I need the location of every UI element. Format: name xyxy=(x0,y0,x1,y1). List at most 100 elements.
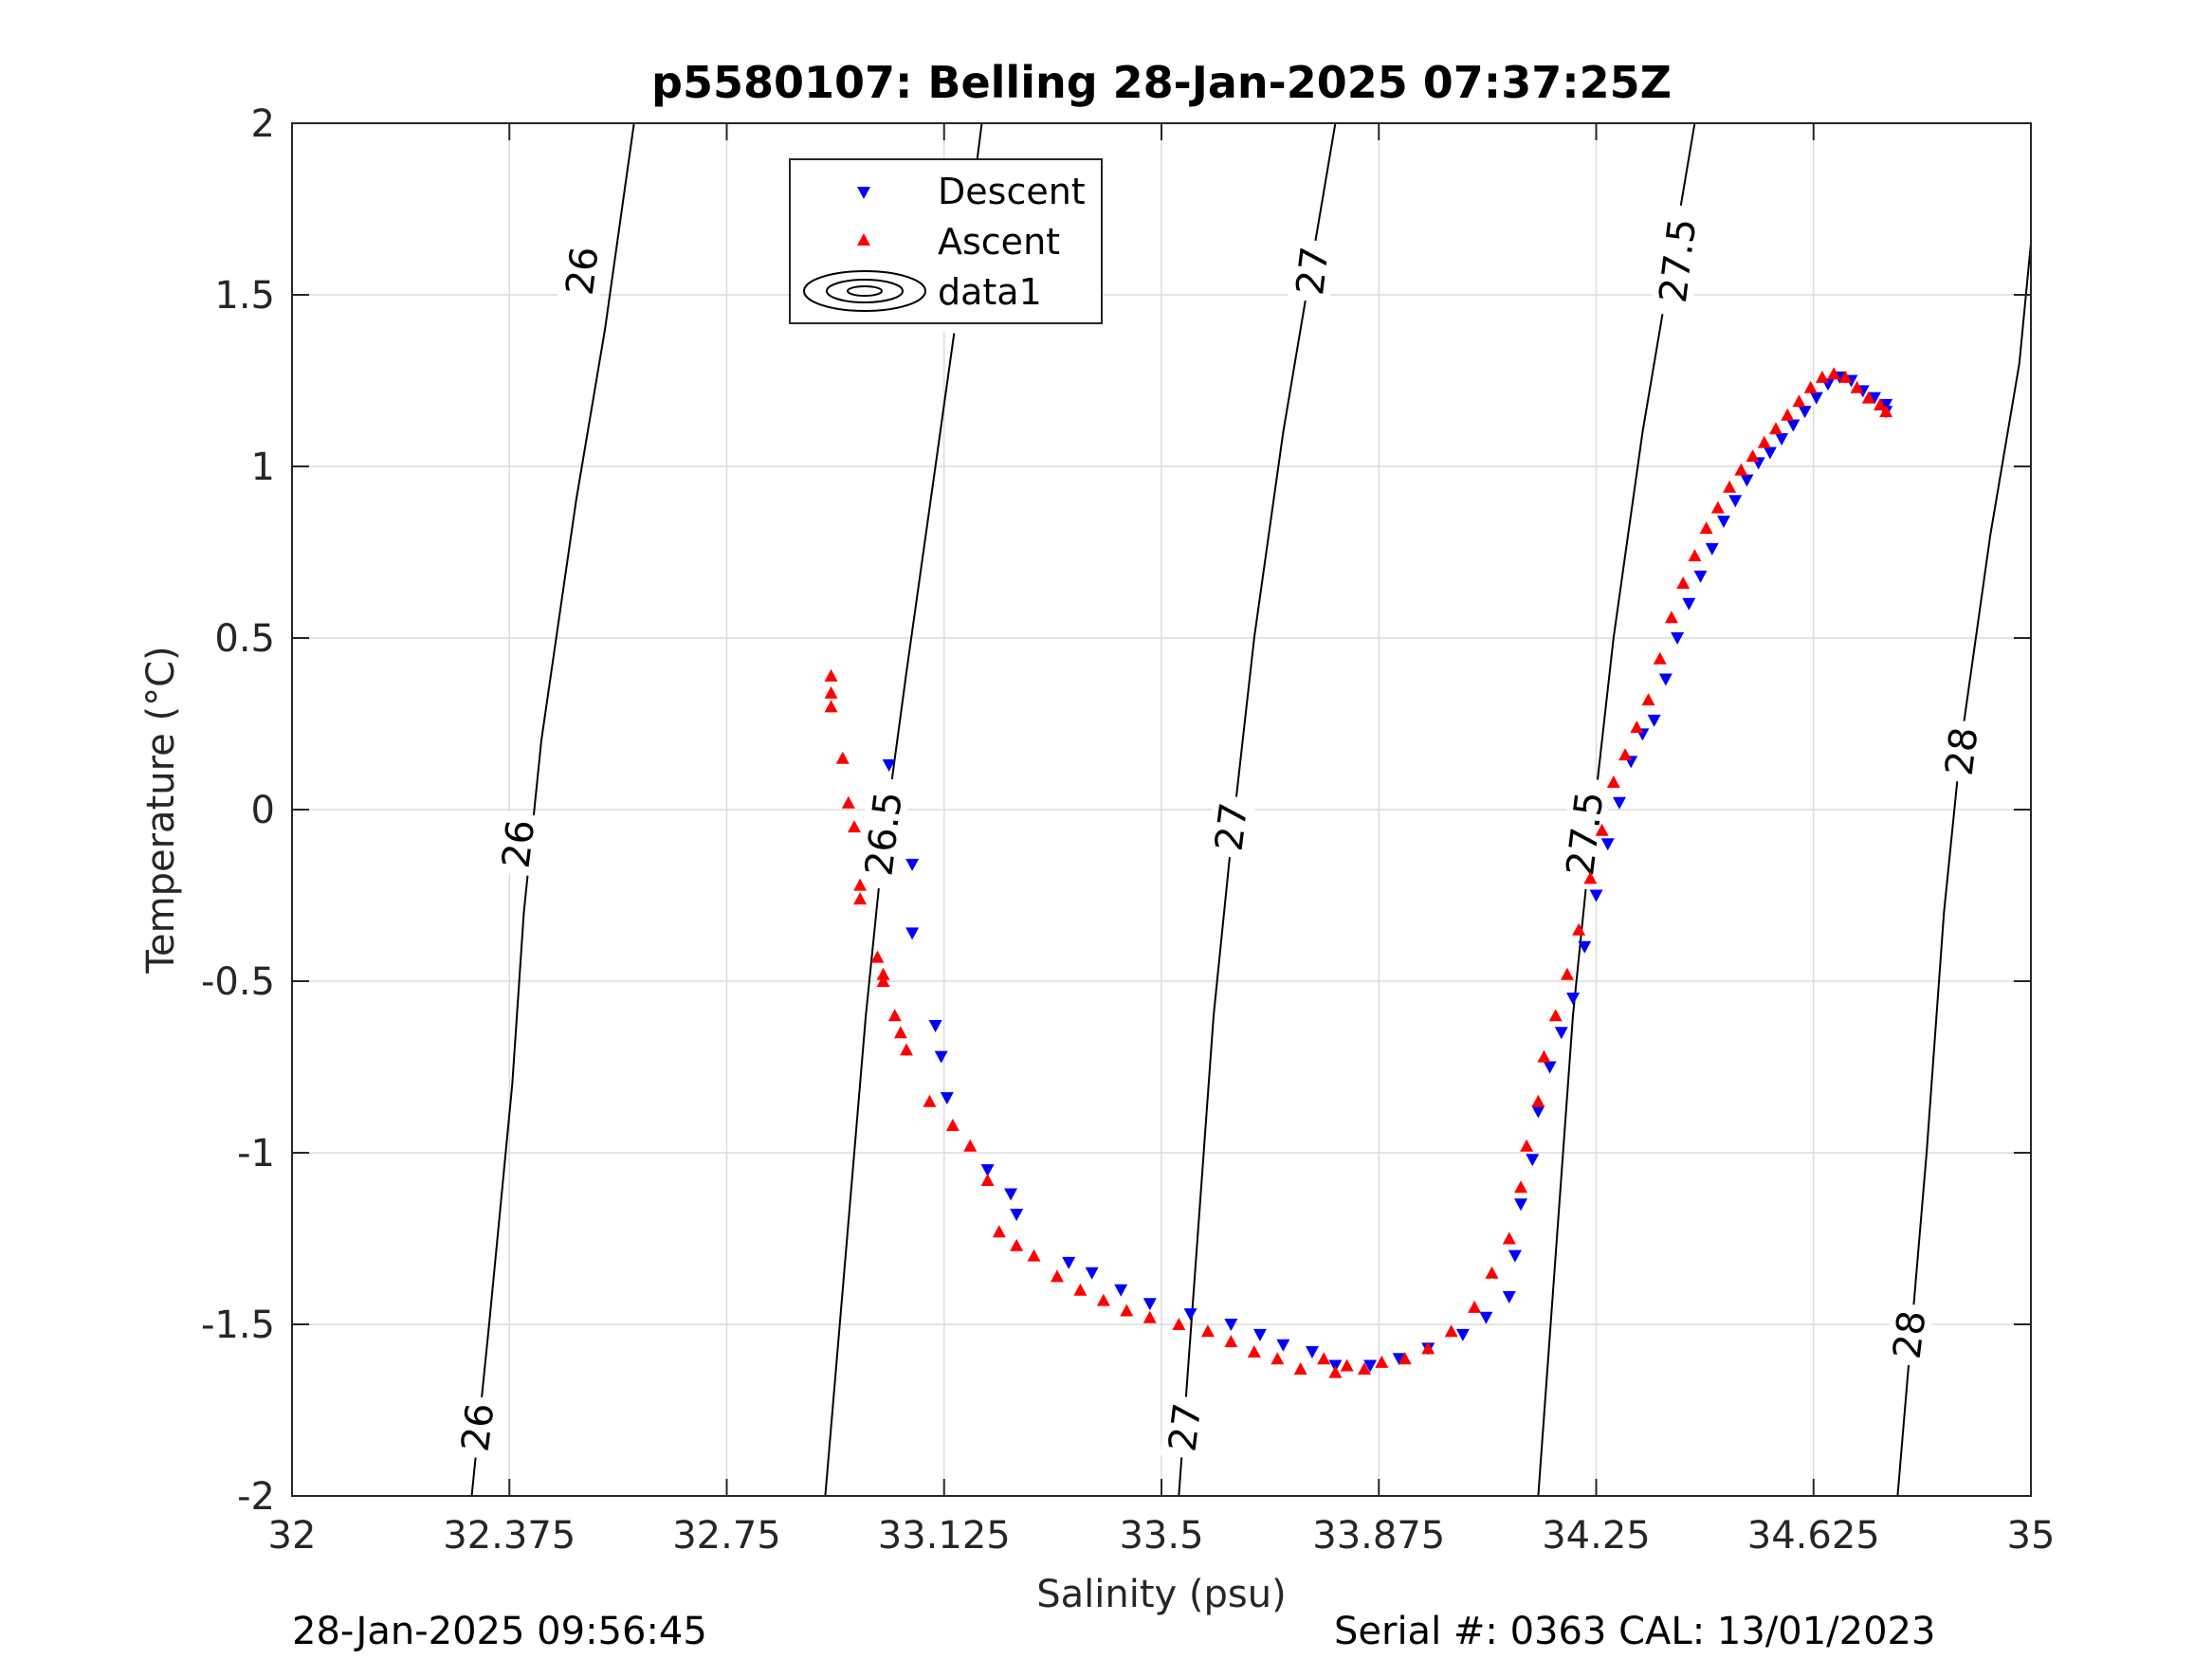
ascent-point xyxy=(1664,611,1678,624)
descent-point xyxy=(1554,1027,1568,1040)
descent-point xyxy=(934,1050,948,1064)
descent-point xyxy=(1775,433,1789,447)
descent-point xyxy=(1514,1198,1528,1212)
legend-contour-icon xyxy=(803,270,926,312)
descent-point xyxy=(1305,1345,1319,1358)
descent-point xyxy=(1183,1308,1197,1322)
contour-label: 28 xyxy=(1884,1302,1935,1368)
ascent-point xyxy=(1792,394,1806,408)
contour-label-text: 28 xyxy=(1938,725,1987,778)
ascent-point xyxy=(1734,463,1748,476)
contour-label-text: 27 xyxy=(1289,245,1338,298)
descent-point xyxy=(1809,392,1823,405)
ascent-point xyxy=(1010,1238,1024,1251)
descent-point xyxy=(1705,542,1719,556)
legend-descent-marker xyxy=(857,187,870,199)
contour-label-background xyxy=(1160,1395,1210,1461)
y-tick-label: 0 xyxy=(251,789,275,832)
descent-point xyxy=(1062,1256,1076,1269)
descent-point xyxy=(1010,1209,1024,1222)
ascent-point xyxy=(1468,1300,1482,1313)
ascent-point xyxy=(1688,549,1702,562)
ascent-point xyxy=(824,700,838,713)
y-tick-label: -0.5 xyxy=(201,960,275,1004)
descent-point xyxy=(1786,419,1801,432)
ascent-point xyxy=(1618,748,1633,761)
descent-point xyxy=(1502,1291,1516,1304)
descent-point xyxy=(1740,474,1754,487)
contour-label: 27.5 xyxy=(1650,203,1706,319)
ascent-point xyxy=(1050,1269,1064,1283)
data-series xyxy=(824,367,1893,1378)
ascent-point xyxy=(1769,422,1783,435)
ascent-point xyxy=(1815,370,1829,383)
y-tick-label: 2 xyxy=(251,102,275,146)
descent-point xyxy=(1693,570,1708,583)
x-tick-label: 33.5 xyxy=(1119,1514,1203,1558)
legend-box xyxy=(789,158,1103,324)
ascent-point xyxy=(1224,1335,1238,1348)
ascent-point xyxy=(1548,1009,1563,1022)
contour-label-background xyxy=(493,811,543,877)
ascent-point xyxy=(1710,501,1725,514)
contour-label-text: 27 xyxy=(1161,1401,1211,1454)
ascent-point xyxy=(853,878,868,891)
descent-point xyxy=(1392,1353,1406,1366)
ascent-point xyxy=(1595,823,1609,836)
descent-point xyxy=(1589,889,1603,902)
x-tick-label: 32.75 xyxy=(672,1514,781,1558)
contour-label-text: 26 xyxy=(558,245,608,298)
descent-point xyxy=(1508,1249,1522,1263)
ascent-point xyxy=(1560,967,1574,980)
ascent-point xyxy=(876,967,890,980)
ascent-point xyxy=(1340,1358,1354,1372)
descent-point xyxy=(1543,1061,1557,1074)
y-tick-label: -1 xyxy=(237,1132,275,1176)
descent-point xyxy=(980,1164,995,1177)
ascent-point xyxy=(824,685,838,699)
y-tick-label: -2 xyxy=(237,1475,275,1519)
descent-point xyxy=(1224,1319,1238,1331)
ascent-point xyxy=(1485,1266,1499,1279)
contour-label-background xyxy=(1650,203,1706,319)
ascent-point xyxy=(1520,1139,1534,1152)
contour-label: 27 xyxy=(1160,1395,1211,1461)
ascent-point xyxy=(1699,521,1713,535)
contour-label-background xyxy=(1936,719,1986,784)
contour-label: 26 xyxy=(557,238,608,304)
legend-data1-label: data1 xyxy=(938,271,1042,313)
contour-label: 27 xyxy=(1206,793,1256,860)
ascent-point xyxy=(1781,408,1795,421)
descent-point xyxy=(905,858,920,871)
contour-label-text: 26 xyxy=(494,817,543,870)
contour-label: 28 xyxy=(1936,719,1987,784)
ascent-point xyxy=(847,820,861,833)
descent-point xyxy=(1612,796,1626,810)
ascent-point xyxy=(1200,1324,1215,1338)
contour-label-background xyxy=(557,238,607,304)
descent-point xyxy=(1682,597,1696,611)
ascent-point xyxy=(853,892,868,905)
ascent-point xyxy=(1357,1362,1371,1376)
ascent-point xyxy=(1421,1341,1435,1355)
ascent-point xyxy=(1531,1094,1545,1107)
descent-point xyxy=(1600,838,1615,851)
ascent-point xyxy=(1746,449,1760,463)
ascent-point xyxy=(1838,370,1853,383)
descent-point xyxy=(1716,515,1730,528)
ascent-point xyxy=(1653,651,1667,665)
y-axis-label: Temperature (°C) xyxy=(139,646,183,974)
descent-point xyxy=(1566,993,1581,1006)
ascent-point xyxy=(1583,871,1598,884)
descent-point xyxy=(1526,1154,1540,1167)
ascent-point xyxy=(1328,1365,1343,1378)
descent-point xyxy=(1728,495,1743,508)
contour-label-text: 26.5 xyxy=(857,789,911,878)
descent-point xyxy=(1252,1328,1267,1341)
chart-title: p5580107: Belling 28-Jan-2025 07:37:25Z xyxy=(651,57,1672,108)
contour-label-text: 27 xyxy=(1207,800,1256,853)
ascent-point xyxy=(1879,405,1893,418)
contour-label: 26 xyxy=(452,1395,503,1461)
y-tick-label: 1.5 xyxy=(214,274,275,318)
